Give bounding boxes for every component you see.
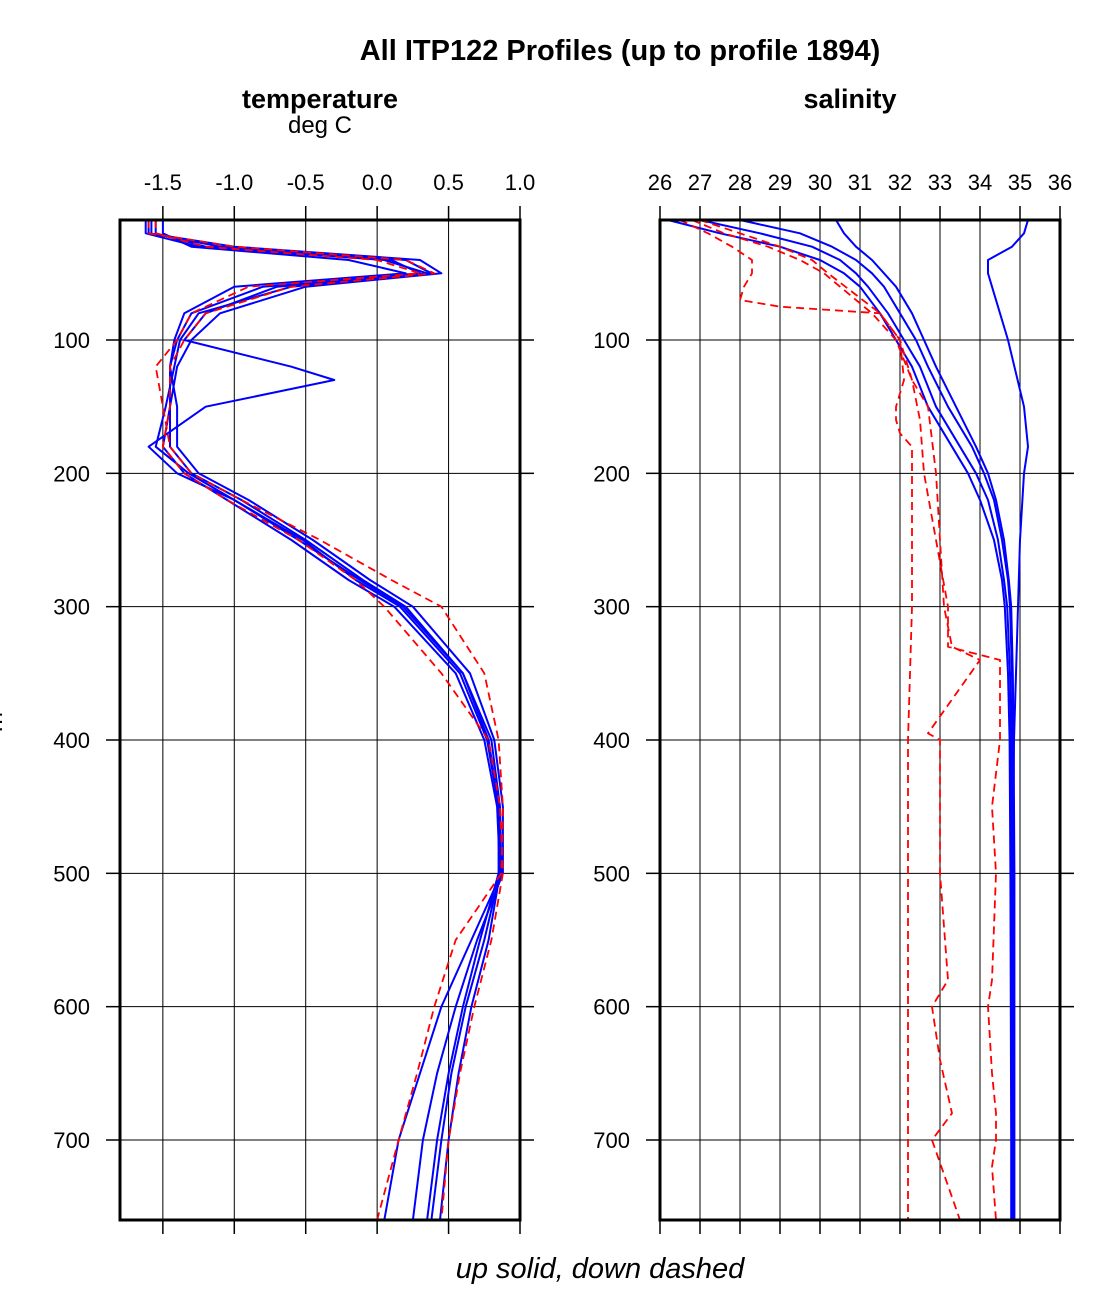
- temperature-panel: -1.5 -1.0 -0.5 0.0 0.5 1.0 100 200 300 400 500 600 7…: [53, 170, 535, 1234]
- x-tick-label: 29: [768, 170, 792, 195]
- up-profile-line: [154, 220, 500, 1220]
- up-profile-line: [161, 220, 504, 1220]
- panel-frame: [658, 218, 1062, 1222]
- y-tick-label: 600: [53, 995, 90, 1020]
- x-tick-label: 0.0: [362, 170, 393, 195]
- y-tick-label: 400: [53, 728, 90, 753]
- salinity-panel-title: salinity: [803, 84, 896, 114]
- up-profile-line: [147, 220, 501, 1220]
- x-tick-label: 30: [808, 170, 832, 195]
- x-tick-label: 0.5: [433, 170, 464, 195]
- up-profile-line: [987, 220, 1029, 1220]
- y-tick-label: 400: [593, 728, 630, 753]
- down-profile-line: [699, 220, 1001, 1220]
- temperature-panel-unit: deg C: [288, 112, 352, 139]
- up-profile-line: [699, 220, 1013, 1220]
- figure-title: All ITP122 Profiles (up to profile 1894): [360, 35, 881, 67]
- x-tick-label: 26: [648, 170, 672, 195]
- x-tick-label: -1.5: [144, 170, 182, 195]
- down-profile-line: [154, 220, 504, 1220]
- x-tick-label: 28: [728, 170, 752, 195]
- y-tick-label: 700: [593, 1128, 630, 1153]
- x-tick-label: -1.0: [215, 170, 253, 195]
- x-tick-label: 1.0: [505, 170, 536, 195]
- temperature-panel-title: temperature: [242, 84, 398, 114]
- x-tick-label: 31: [848, 170, 872, 195]
- y-tick-label: 200: [53, 461, 90, 486]
- x-tick-label: 35: [1008, 170, 1032, 195]
- up-profile-line: [667, 220, 1013, 1220]
- y-tick-label: 100: [53, 328, 90, 353]
- series-group: [667, 220, 1029, 1220]
- up-profile-line: [835, 220, 1016, 1220]
- up-profile-line: [739, 220, 1015, 1220]
- x-tick-label: 27: [688, 170, 712, 195]
- salinity-panel: 26 27 28 29 30 31 32 33 34 35 36 100 200 300 400 500 600…: [593, 170, 1074, 1234]
- y-tick-label: 500: [593, 861, 630, 886]
- y-tick-label: 300: [53, 595, 90, 620]
- y-tick-label: 100: [593, 328, 630, 353]
- x-tick-label: -0.5: [287, 170, 325, 195]
- x-tick-label: 34: [968, 170, 992, 195]
- x-tick-label: 36: [1048, 170, 1072, 195]
- y-tick-label: 500: [53, 861, 90, 886]
- y-tick-label: 600: [593, 995, 630, 1020]
- up-profile-line: [144, 220, 501, 1220]
- x-tick-label: 32: [888, 170, 912, 195]
- down-profile-line: [691, 220, 981, 1220]
- series-group: [144, 220, 504, 1220]
- panel-frame: [118, 218, 522, 1222]
- down-profile-line: [147, 220, 504, 1220]
- y-tick-label: 300: [593, 595, 630, 620]
- down-profile-line: [679, 220, 913, 1220]
- x-tick-label: 33: [928, 170, 952, 195]
- line-style-caption: up solid, down dashed: [456, 1253, 745, 1285]
- y-tick-label: 700: [53, 1128, 90, 1153]
- y-tick-label: 200: [593, 461, 630, 486]
- y-axis-label: m: [0, 712, 8, 732]
